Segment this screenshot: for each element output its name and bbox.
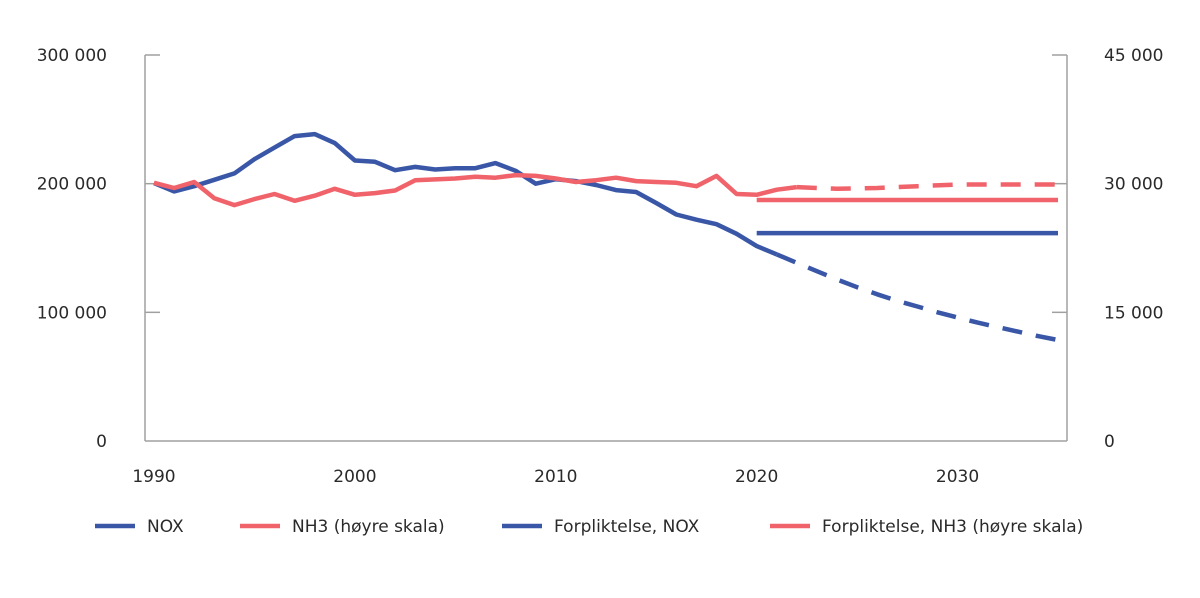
legend: NOX NH3 (høyre skala) Forpliktelse, NOX For… [95, 517, 1083, 537]
left-tick-label: 100 000 [37, 303, 107, 323]
legend-label: NOX [147, 517, 184, 537]
legend-item: NOX [95, 517, 184, 537]
legend-item: Forpliktelse, NH3 (høyre skala) [770, 517, 1083, 537]
x-tick-label: 2000 [333, 467, 376, 487]
legend-label: NH3 (høyre skala) [292, 517, 445, 537]
right-tick-label: 30 000 [1104, 175, 1163, 195]
x-tick-label: 2010 [534, 467, 577, 487]
right-tick-label: 15 000 [1104, 303, 1163, 323]
series-lines [153, 131, 1059, 343]
right-tick-label: 0 [1104, 432, 1115, 452]
left-tick-label: 0 [96, 432, 107, 452]
right-tick-label: 45 000 [1104, 46, 1163, 66]
x-tick-label: 2020 [735, 467, 778, 487]
legend-item: NH3 (høyre skala) [240, 517, 445, 537]
series-nh3-fremskriving [796, 182, 1058, 192]
legend-item: Forpliktelse, NOX [502, 517, 700, 537]
axes [144, 54, 1068, 442]
x-tick-label: 1990 [132, 467, 175, 487]
series-nh3-h-yre-skala [153, 172, 798, 208]
left-tick-label: 300 000 [37, 46, 107, 66]
series-nox-fremskriving [775, 252, 1059, 343]
left-tick-label: 200 000 [37, 175, 107, 195]
tick-labels: 0 100 000 200 000 300 000 0 15 000 30 000 45 00… [37, 46, 1164, 487]
series-nox [153, 131, 778, 257]
legend-label: Forpliktelse, NH3 (høyre skala) [822, 517, 1083, 537]
legend-label: Forpliktelse, NOX [554, 517, 700, 537]
x-tick-label: 2030 [936, 467, 979, 487]
